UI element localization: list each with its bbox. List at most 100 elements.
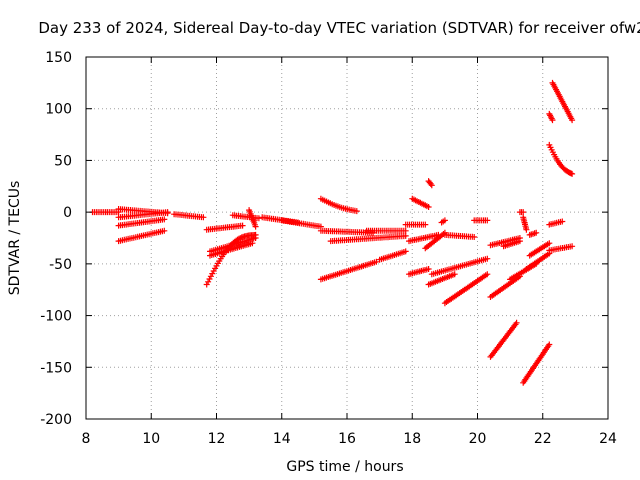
data-series (89, 79, 576, 386)
satellite-track (546, 110, 556, 124)
satellite-track (438, 217, 448, 226)
x-axis-label: GPS time / hours (286, 459, 403, 475)
track-markers (520, 214, 530, 233)
track-markers (317, 258, 380, 283)
y-tick-label: 100 (45, 102, 72, 118)
y-tick-label: 0 (63, 205, 72, 221)
track-markers (207, 235, 259, 255)
x-tick-label: 20 (469, 431, 487, 447)
chart-title: Day 233 of 2024, Sidereal Day-to-day VTE… (38, 19, 640, 37)
satellite-track (409, 195, 432, 210)
track-markers (441, 231, 478, 240)
satellite-track (520, 214, 530, 233)
track-markers (246, 207, 259, 230)
satellite-track (526, 229, 540, 238)
x-tick-label: 10 (142, 431, 160, 447)
satellite-track (425, 178, 435, 189)
satellite-track (246, 207, 259, 230)
satellite-track (520, 341, 553, 386)
y-tick-label: 150 (45, 50, 72, 66)
track-markers (425, 178, 435, 189)
track-markers (487, 319, 520, 360)
satellite-track (487, 235, 523, 249)
track-markers (115, 227, 168, 245)
track-markers (115, 209, 171, 221)
satellite-track (428, 255, 491, 278)
satellite-track (203, 222, 246, 233)
track-markers (549, 79, 576, 124)
satellite-track (471, 217, 491, 224)
y-axis-label: SDTVAR / TECUs (7, 181, 23, 296)
track-markers (471, 217, 491, 224)
x-tick-label: 22 (534, 431, 552, 447)
satellite-track (278, 217, 324, 230)
x-tick-label: 18 (403, 431, 421, 447)
track-markers (546, 218, 566, 228)
track-markers (526, 240, 553, 259)
track-markers (278, 217, 324, 230)
satellite-track (406, 231, 442, 245)
satellite-track (526, 240, 553, 259)
track-markers (376, 248, 409, 263)
satellite-track (500, 238, 523, 250)
y-tick-label: -50 (49, 257, 72, 273)
track-markers (441, 271, 491, 307)
satellite-track (207, 235, 259, 255)
track-markers (520, 341, 553, 386)
track-markers (363, 227, 409, 234)
satellite-track (115, 216, 168, 229)
track-markers (317, 195, 360, 215)
track-markers (409, 195, 432, 210)
track-markers (327, 232, 409, 245)
y-tick-label: -200 (40, 412, 72, 428)
satellite-track (376, 248, 409, 263)
satellite-track (402, 221, 429, 228)
satellite-track (441, 271, 491, 307)
satellite-track (317, 227, 377, 236)
satellite-track (487, 319, 520, 360)
satellite-track (523, 250, 553, 272)
satellite-track (317, 195, 360, 215)
satellite-track (363, 227, 409, 234)
track-markers (317, 227, 377, 236)
track-markers (406, 231, 442, 245)
x-tick-label: 8 (82, 431, 91, 447)
track-markers (523, 250, 553, 272)
track-markers (546, 110, 556, 124)
satellite-track (207, 240, 256, 259)
satellite-track (546, 141, 576, 177)
track-markers (438, 217, 448, 226)
track-markers (487, 273, 523, 300)
x-tick-label: 24 (599, 431, 617, 447)
track-markers (207, 240, 256, 259)
satellite-track (487, 273, 523, 300)
satellite-track (549, 79, 576, 124)
satellite-track (327, 232, 409, 245)
satellite-track (406, 266, 432, 278)
satellite-track (422, 229, 448, 252)
track-markers (115, 216, 168, 229)
track-markers (89, 209, 122, 216)
x-tick-label: 14 (273, 431, 291, 447)
track-markers (526, 229, 540, 238)
track-markers (203, 222, 246, 233)
track-markers (406, 266, 432, 278)
satellite-track (89, 209, 122, 216)
track-markers (487, 235, 523, 249)
track-markers (428, 255, 491, 278)
track-markers (516, 209, 527, 216)
satellite-track (441, 231, 478, 240)
satellite-track (425, 271, 458, 288)
axis-ticks: 8 10 12 14 16 18 20 22 24 -200 -150 -100 -50 0 50 100 15… (40, 50, 617, 447)
track-markers (171, 211, 207, 221)
x-tick-label: 16 (338, 431, 356, 447)
track-markers (425, 271, 458, 288)
y-tick-label: -100 (40, 309, 72, 325)
satellite-track (317, 258, 380, 283)
track-markers (402, 221, 429, 228)
satellite-track (171, 211, 207, 221)
satellite-track (115, 227, 168, 245)
track-markers (546, 141, 576, 177)
